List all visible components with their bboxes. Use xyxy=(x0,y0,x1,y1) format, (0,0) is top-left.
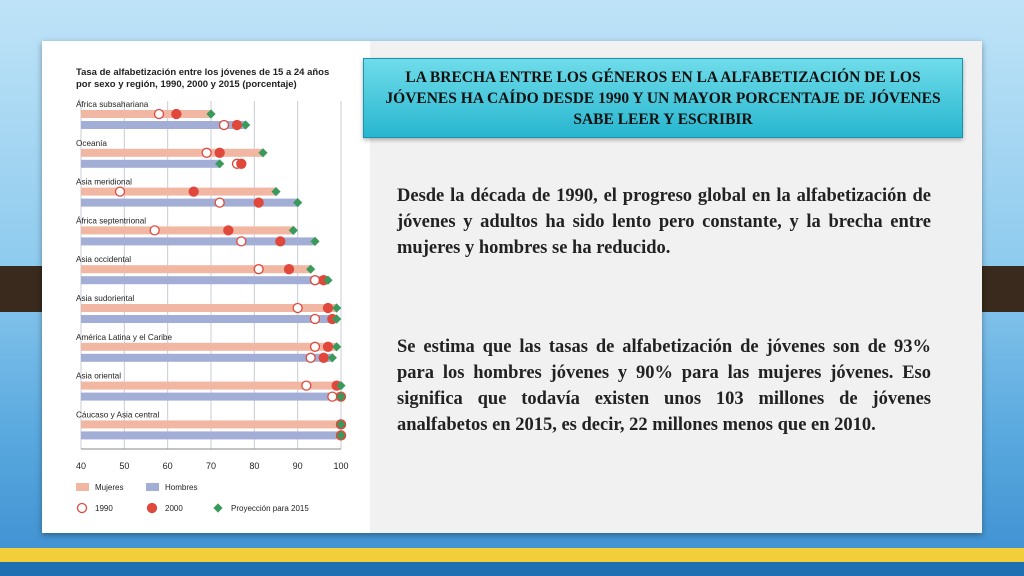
region-label: África subsahariana xyxy=(76,99,149,109)
x-tick-label: 100 xyxy=(333,461,348,471)
legend-label-2000: 2000 xyxy=(165,504,183,513)
marker-1990-mujeres xyxy=(309,341,321,352)
marker-1990-hombres xyxy=(305,352,316,363)
marker-1990-mujeres xyxy=(201,147,212,158)
marker-2015-hombres xyxy=(215,159,225,169)
marker-2015-mujeres xyxy=(271,187,281,197)
marker-2000-mujeres xyxy=(223,225,234,236)
marker-2015-hombres xyxy=(332,314,342,324)
marker-2015-hombres xyxy=(323,275,333,285)
bar-hombres xyxy=(81,431,341,440)
marker-2015-hombres xyxy=(327,353,337,363)
legend-label-1990: 1990 xyxy=(95,504,113,513)
marker-1990-mujeres xyxy=(253,264,264,275)
region-label: Asia sudoriental xyxy=(76,294,134,303)
marker-2015-mujeres xyxy=(336,419,346,429)
legend-marker-1990 xyxy=(76,502,88,514)
marker-1990-hombres xyxy=(236,236,247,247)
x-tick-label: 40 xyxy=(76,461,86,471)
bottom-stripe-yellow xyxy=(0,548,1024,562)
marker-2015-hombres xyxy=(336,430,346,440)
x-tick-label: 90 xyxy=(293,461,303,471)
marker-2015-hombres xyxy=(241,120,251,130)
chart-subtitle: por sexo y región, 1990, 2000 y 2015 (po… xyxy=(76,79,297,90)
bar-mujeres xyxy=(81,304,337,312)
bar-mujeres xyxy=(81,381,341,390)
marker-2000-mujeres xyxy=(322,341,334,352)
bar-hombres xyxy=(81,121,246,129)
marker-2000-mujeres xyxy=(283,264,295,275)
marker-1990-mujeres xyxy=(292,302,303,314)
marker-2015-hombres xyxy=(336,392,346,402)
marker-2015-mujeres xyxy=(332,303,342,313)
region-label: Oceanía xyxy=(76,139,107,148)
legend-swatch-mujeres xyxy=(76,483,89,491)
legend-marker-2015 xyxy=(213,503,223,513)
marker-1990-hombres xyxy=(327,391,338,402)
marker-2015-hombres xyxy=(293,198,303,208)
bar-mujeres xyxy=(81,420,341,429)
marker-2000-mujeres xyxy=(171,108,182,120)
bar-hombres xyxy=(81,198,298,207)
bar-mujeres xyxy=(81,148,263,157)
marker-1990-mujeres xyxy=(153,108,165,120)
marker-1990-hombres xyxy=(214,197,225,208)
marker-2000-hombres xyxy=(236,158,247,169)
bar-hombres xyxy=(81,159,220,168)
marker-1990-mujeres xyxy=(149,225,160,236)
bar-hombres xyxy=(81,315,337,323)
paragraph-progress: Desde la década de 1990, el progreso glo… xyxy=(397,186,931,258)
x-tick-label: 80 xyxy=(249,461,259,471)
marker-2015-mujeres xyxy=(306,264,316,274)
bar-mujeres xyxy=(81,342,337,351)
x-tick-label: 70 xyxy=(206,461,216,471)
x-tick-label: 60 xyxy=(163,461,173,471)
chart-title: Tasa de alfabetización entre los jóvenes… xyxy=(76,67,329,78)
marker-2015-mujeres xyxy=(332,342,342,352)
slide-title: LA BRECHA ENTRE LOS GÉNEROS EN LA ALFABE… xyxy=(385,68,941,128)
bottom-stripe-blue xyxy=(0,562,1024,576)
legend-swatch-hombres xyxy=(146,483,159,491)
bar-mujeres xyxy=(81,226,294,235)
marker-2000-mujeres xyxy=(322,302,334,314)
paragraph-estimates: Se estima que las tasas de alfabetizació… xyxy=(397,337,931,435)
bar-mujeres xyxy=(81,110,211,118)
marker-1990-mujeres xyxy=(301,380,312,391)
slide-card: Tasa de alfabetización entre los jóvenes… xyxy=(42,41,982,533)
bar-hombres xyxy=(81,392,341,401)
bar-hombres xyxy=(81,276,328,285)
legend-label-2015: Proyección para 2015 xyxy=(231,504,309,513)
marker-2000-hombres xyxy=(253,197,264,208)
region-label: Asia meridional xyxy=(76,178,132,187)
marker-2000-mujeres xyxy=(214,147,225,158)
legend-label-mujeres: Mujeres xyxy=(95,483,123,492)
bar-mujeres xyxy=(81,265,311,274)
region-label: Asia occidental xyxy=(76,255,131,264)
slide-title-box: LA BRECHA ENTRE LOS GÉNEROS EN LA ALFABE… xyxy=(363,58,963,138)
marker-2000-hombres xyxy=(318,352,329,363)
marker-1990-mujeres xyxy=(114,186,126,197)
region-label: Asia oriental xyxy=(76,372,121,381)
bar-mujeres xyxy=(81,187,276,196)
marker-2015-mujeres xyxy=(206,109,216,119)
x-tick-label: 50 xyxy=(119,461,129,471)
marker-2015-mujeres xyxy=(336,381,346,391)
marker-1990-hombres xyxy=(218,119,230,131)
bar-hombres xyxy=(81,237,315,246)
marker-1990-hombres xyxy=(309,313,321,325)
marker-2015-hombres xyxy=(310,236,320,246)
bar-hombres xyxy=(81,353,333,362)
literacy-chart: Tasa de alfabetización entre los jóvenes… xyxy=(76,67,349,514)
marker-2000-mujeres xyxy=(188,186,199,197)
marker-1990-hombres xyxy=(309,275,321,286)
marker-2000-hombres xyxy=(275,236,286,247)
region-label: Cáucaso y Asia central xyxy=(76,410,159,419)
legend-marker-2000 xyxy=(146,502,158,514)
region-label: África septentrional xyxy=(76,215,146,225)
marker-2000-hombres xyxy=(231,119,243,131)
region-label: América Latina y el Caribe xyxy=(76,333,172,342)
legend-label-hombres: Hombres xyxy=(165,483,197,492)
marker-2015-mujeres xyxy=(258,148,268,158)
